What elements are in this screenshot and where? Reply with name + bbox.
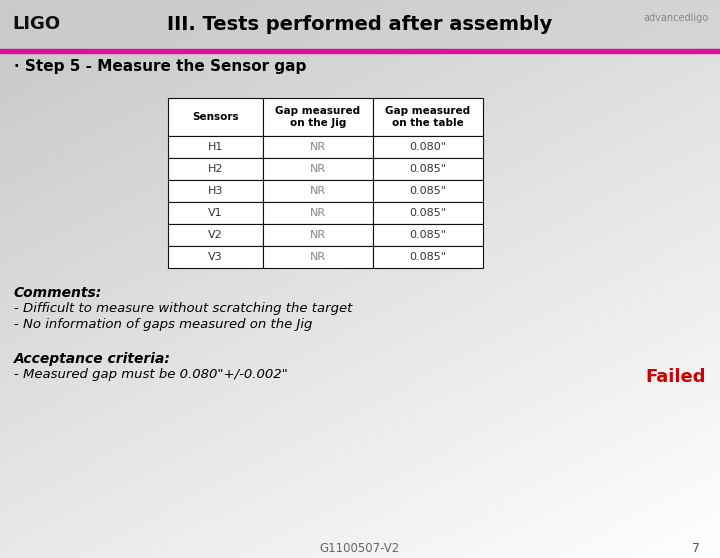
Bar bbox=[373, 224, 483, 246]
Text: Comments:: Comments: bbox=[14, 286, 102, 300]
Bar bbox=[168, 246, 263, 268]
Text: NR: NR bbox=[310, 142, 326, 152]
Text: - Measured gap must be 0.080"+/-0.002": - Measured gap must be 0.080"+/-0.002" bbox=[14, 368, 288, 381]
Text: 0.085": 0.085" bbox=[410, 186, 446, 196]
Bar bbox=[373, 98, 483, 136]
Bar bbox=[373, 180, 483, 202]
Bar bbox=[168, 136, 263, 158]
Bar bbox=[263, 136, 373, 158]
Bar bbox=[263, 246, 373, 268]
Bar bbox=[168, 180, 263, 202]
Bar bbox=[373, 158, 483, 180]
Bar bbox=[168, 98, 263, 136]
Text: 0.080": 0.080" bbox=[410, 142, 446, 152]
Text: V1: V1 bbox=[208, 208, 222, 218]
Text: advancedligo: advancedligo bbox=[643, 13, 708, 23]
Bar bbox=[0, 49, 720, 53]
Text: H1: H1 bbox=[208, 142, 223, 152]
Bar bbox=[168, 158, 263, 180]
Bar bbox=[373, 202, 483, 224]
Text: Failed: Failed bbox=[646, 368, 706, 386]
Text: NR: NR bbox=[310, 252, 326, 262]
Text: - Difficult to measure without scratching the target: - Difficult to measure without scratchin… bbox=[14, 302, 352, 315]
Text: Sensors: Sensors bbox=[192, 112, 239, 122]
Text: G1100507-V2: G1100507-V2 bbox=[320, 541, 400, 555]
Text: NR: NR bbox=[310, 208, 326, 218]
Text: 0.085": 0.085" bbox=[410, 164, 446, 174]
Text: 0.085": 0.085" bbox=[410, 252, 446, 262]
Text: NR: NR bbox=[310, 164, 326, 174]
Bar bbox=[263, 224, 373, 246]
Bar bbox=[168, 202, 263, 224]
Text: 0.085": 0.085" bbox=[410, 230, 446, 240]
Text: NR: NR bbox=[310, 186, 326, 196]
Text: V3: V3 bbox=[208, 252, 222, 262]
Bar bbox=[263, 158, 373, 180]
Bar bbox=[0, 0, 720, 48]
Bar bbox=[263, 202, 373, 224]
Bar bbox=[263, 98, 373, 136]
Text: Gap measured
on the Jig: Gap measured on the Jig bbox=[276, 106, 361, 128]
Text: H3: H3 bbox=[208, 186, 223, 196]
Text: Gap measured
on the table: Gap measured on the table bbox=[385, 106, 471, 128]
Text: - No information of gaps measured on the Jig: - No information of gaps measured on the… bbox=[14, 318, 312, 331]
Text: 0.085": 0.085" bbox=[410, 208, 446, 218]
Text: LIGO: LIGO bbox=[12, 15, 60, 33]
Text: III. Tests performed after assembly: III. Tests performed after assembly bbox=[167, 15, 553, 33]
Bar bbox=[373, 246, 483, 268]
Bar bbox=[263, 180, 373, 202]
Text: V2: V2 bbox=[208, 230, 223, 240]
Bar bbox=[168, 224, 263, 246]
Bar bbox=[373, 136, 483, 158]
Text: NR: NR bbox=[310, 230, 326, 240]
Text: · Step 5 - Measure the Sensor gap: · Step 5 - Measure the Sensor gap bbox=[14, 59, 307, 74]
Text: Acceptance criteria:: Acceptance criteria: bbox=[14, 352, 171, 366]
Text: 7: 7 bbox=[692, 541, 700, 555]
Text: H2: H2 bbox=[208, 164, 223, 174]
